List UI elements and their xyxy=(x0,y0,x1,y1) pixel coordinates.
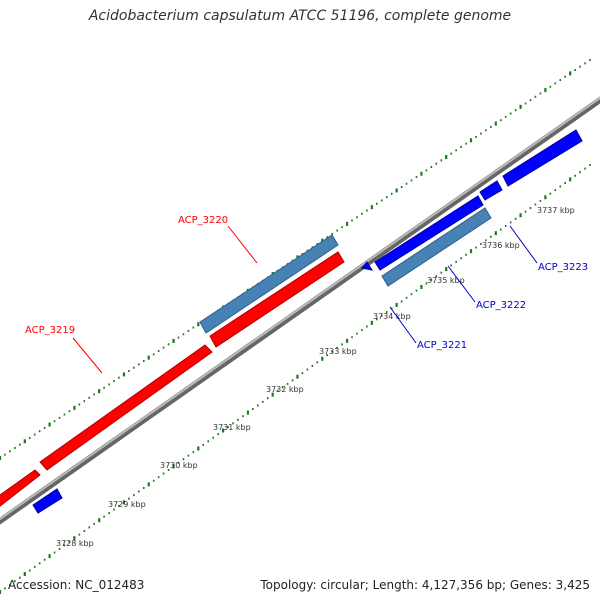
gene-feature-ACP_3221-b[interactable] xyxy=(374,195,484,271)
genome-backbone xyxy=(0,96,600,525)
tick-label: 3733 kbp xyxy=(319,347,357,356)
inner-tick-track xyxy=(0,164,591,594)
gene-label-ACP_3221[interactable]: ACP_3221 xyxy=(417,340,467,351)
map-title: Acidobacterium capsulatum ATCC 51196, co… xyxy=(88,8,512,24)
gene-feature-ACP_3220-fwd[interactable] xyxy=(209,251,345,348)
tick-label: 3737 kbp xyxy=(537,206,575,215)
tick-label: 3729 kbp xyxy=(108,500,146,509)
tick-label: 3734 kbp xyxy=(373,312,411,321)
tick-label: 3736 kbp xyxy=(482,241,520,250)
gene-labels: ACP_3219 ACP_3220 ACP_3221 ACP_3222 ACP_… xyxy=(25,215,588,374)
tick-label: 3731 kbp xyxy=(213,423,251,432)
accession-label: Accession: NC_012483 xyxy=(8,578,145,592)
features xyxy=(0,129,583,514)
gene-feature-ACP_3223-a[interactable] xyxy=(479,180,503,201)
tick-label: 3730 kbp xyxy=(160,461,198,470)
genome-summary: Topology: circular; Length: 4,127,356 bp… xyxy=(260,578,590,592)
gene-feature-ACP_3220[interactable] xyxy=(199,234,339,334)
tick-label: 3735 kbp xyxy=(427,276,465,285)
gene-feature-ACP_3219[interactable] xyxy=(39,344,213,471)
tick-labels: 3728 kbp 3729 kbp 3730 kbp 3731 kbp 3732… xyxy=(56,206,575,548)
gene-feature-ACP_3222[interactable] xyxy=(381,207,492,287)
tick-label: 3732 kbp xyxy=(266,385,304,394)
gene-label-ACP_3222[interactable]: ACP_3222 xyxy=(476,300,526,311)
tick-label: 3728 kbp xyxy=(56,539,94,548)
outer-tick-track xyxy=(0,59,591,460)
gene-label-ACP_3223[interactable]: ACP_3223 xyxy=(538,262,588,273)
gene-feature-ACP_3219-a[interactable] xyxy=(0,469,41,510)
gene-label-ACP_3220[interactable]: ACP_3220 xyxy=(178,215,228,226)
gene-feature-ACP_3221[interactable] xyxy=(361,261,374,271)
gene-label-ACP_3219[interactable]: ACP_3219 xyxy=(25,325,75,336)
gene-feature-reverse-small[interactable] xyxy=(32,488,63,514)
gene-feature-ACP_3223[interactable] xyxy=(502,129,583,187)
